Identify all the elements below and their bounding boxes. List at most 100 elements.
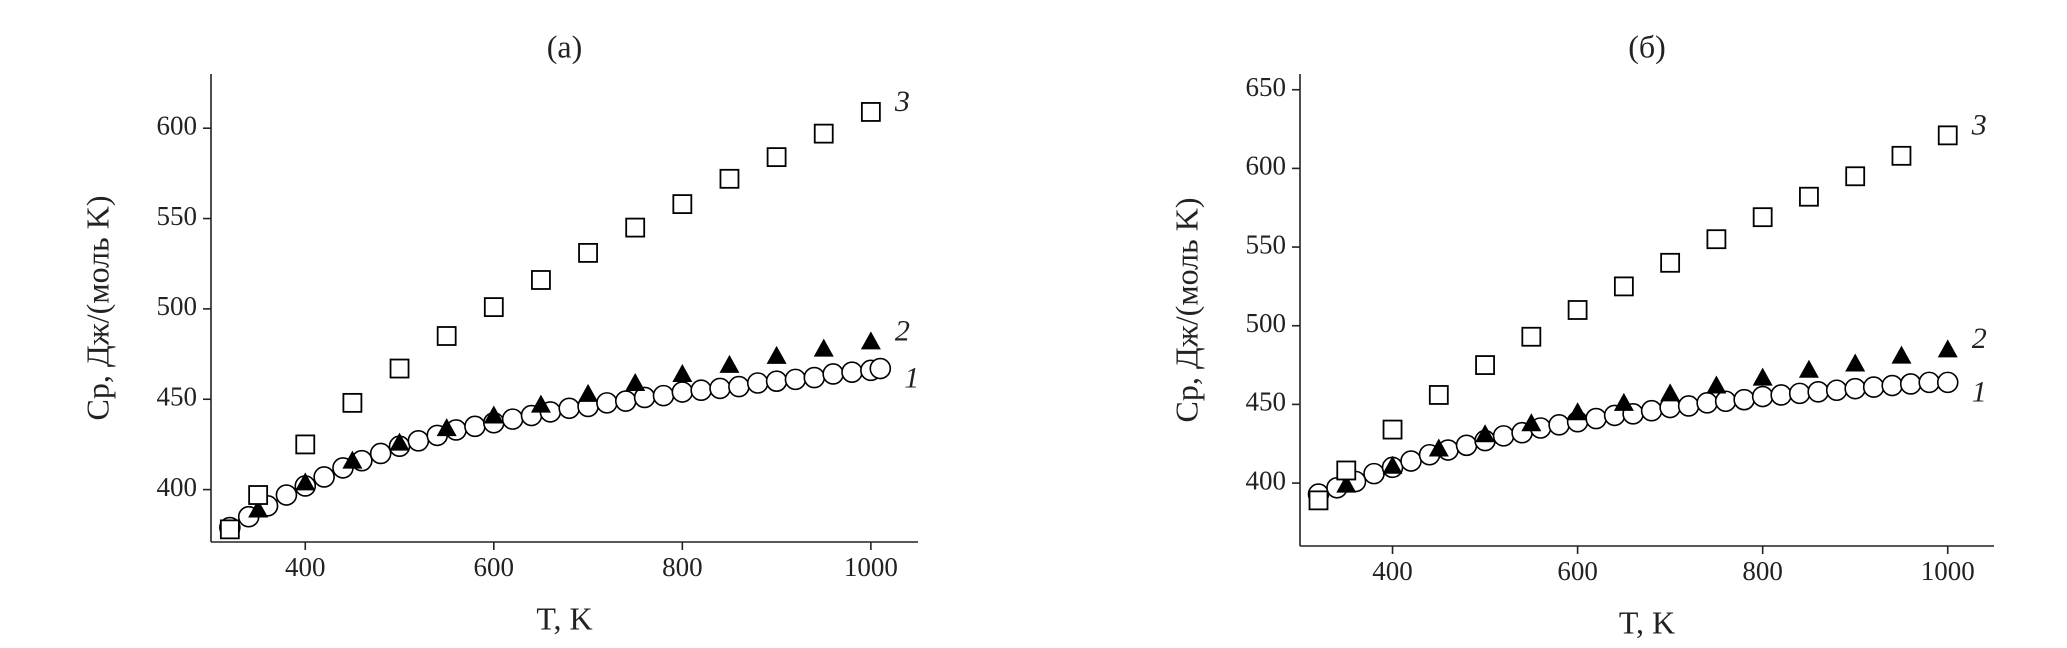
y-axis-label: Cp, Дж/(моль K) (1168, 198, 1204, 423)
square-marker (1567, 300, 1588, 320)
triangle-marker (1937, 339, 1958, 358)
y-tick-label: 550 (1246, 229, 1287, 259)
circle-marker (558, 397, 581, 420)
circle-marker (822, 363, 844, 385)
circle-marker (1751, 385, 1774, 408)
series-line (229, 367, 881, 529)
square-marker (1613, 276, 1634, 297)
square-marker (436, 326, 457, 346)
circle-marker (803, 366, 826, 389)
square-marker (766, 147, 787, 168)
circle-marker (1455, 434, 1478, 457)
triangle-marker (813, 338, 834, 357)
chart-title: (a) (547, 28, 583, 64)
circle-marker (784, 368, 807, 391)
square-marker (813, 123, 834, 144)
square-marker (342, 392, 363, 413)
triangle-marker (530, 394, 551, 413)
circle-marker (1788, 382, 1811, 405)
x-tick-label: 800 (662, 552, 703, 582)
triangle-marker (578, 383, 599, 402)
x-axis-label: T, K (536, 600, 592, 636)
chart-panel: 400 600 800 1000 400 450 500 550 600 (a) T, K Cp, Д… (79, 28, 919, 636)
triangle-marker (1521, 413, 1542, 432)
triangle-marker (1428, 438, 1449, 457)
circle-marker (1918, 371, 1941, 394)
circle-marker (652, 384, 675, 407)
chart-title: (б) (1628, 28, 1666, 64)
circle-marker (1714, 390, 1737, 413)
x-tick-label: 1000 (1921, 556, 1975, 586)
y-tick-label: 650 (1246, 72, 1287, 102)
triangle-marker (625, 372, 646, 391)
series-label: 1 (904, 361, 919, 394)
circle-marker (1936, 371, 1959, 394)
circle-marker (690, 379, 712, 402)
square-marker (1428, 385, 1449, 405)
square-marker (719, 168, 740, 189)
y-tick-label: 500 (1246, 308, 1287, 338)
triangle-marker (295, 472, 316, 491)
circle-marker (746, 372, 769, 394)
triangle-marker (1660, 383, 1681, 402)
circle-marker (614, 390, 637, 412)
square-marker (1660, 252, 1681, 273)
square-marker (1937, 125, 1958, 146)
triangle-marker (1891, 345, 1912, 364)
square-marker (625, 217, 646, 238)
circle-marker (1696, 392, 1718, 414)
triangle-marker (1567, 402, 1588, 421)
triangle-marker (1382, 455, 1403, 474)
square-marker (1475, 355, 1495, 375)
circle-marker (1807, 381, 1829, 403)
x-axis-label: T, K (1619, 604, 1675, 640)
y-tick-label: 600 (1246, 151, 1287, 181)
y-tick-label: 550 (157, 201, 198, 231)
y-tick-label: 500 (157, 291, 198, 321)
x-tick-label: 600 (1557, 556, 1598, 586)
circle-marker (869, 357, 892, 380)
circle-marker (1862, 376, 1885, 398)
square-marker (483, 297, 504, 317)
triangle-marker (1706, 375, 1727, 394)
series-label: 1 (1972, 375, 1987, 408)
y-tick-label: 450 (157, 381, 198, 411)
triangle-marker (672, 363, 693, 382)
series-label: 3 (1971, 108, 1987, 141)
circle-marker (501, 408, 524, 430)
circle-marker (369, 442, 392, 465)
circle-marker (1363, 462, 1385, 485)
circle-marker (671, 381, 694, 403)
circle-marker (596, 392, 618, 414)
triangle-marker (483, 405, 504, 424)
circle-marker (1733, 388, 1755, 411)
square-marker (1521, 326, 1542, 347)
circle-marker (1548, 414, 1570, 436)
square-marker (1706, 229, 1727, 250)
circle-marker (1640, 399, 1663, 422)
square-marker (1382, 419, 1403, 440)
triangle-marker (1336, 474, 1357, 493)
y-tick-label: 400 (1246, 465, 1287, 495)
triangle-marker (248, 499, 269, 518)
square-marker (248, 485, 269, 505)
triangle-marker (1798, 359, 1819, 378)
circle-marker (1677, 395, 1700, 417)
circle-marker (1492, 425, 1515, 447)
y-axis-label: Cp, Дж/(моль K) (79, 196, 115, 421)
square-marker (295, 434, 316, 455)
triangle-marker (860, 331, 881, 350)
x-tick-label: 600 (474, 552, 515, 582)
circle-marker (1770, 384, 1792, 406)
circle-marker (1844, 377, 1866, 400)
square-marker (1336, 460, 1357, 481)
square-marker (219, 519, 240, 540)
series-label: 2 (1972, 322, 1987, 355)
triangle-marker (389, 432, 410, 451)
y-tick-label: 450 (1246, 387, 1287, 417)
triangle-marker (1845, 353, 1866, 372)
square-marker (1752, 207, 1773, 228)
y-tick-label: 400 (157, 472, 198, 502)
triangle-marker (766, 345, 787, 364)
series-label: 3 (894, 85, 910, 118)
